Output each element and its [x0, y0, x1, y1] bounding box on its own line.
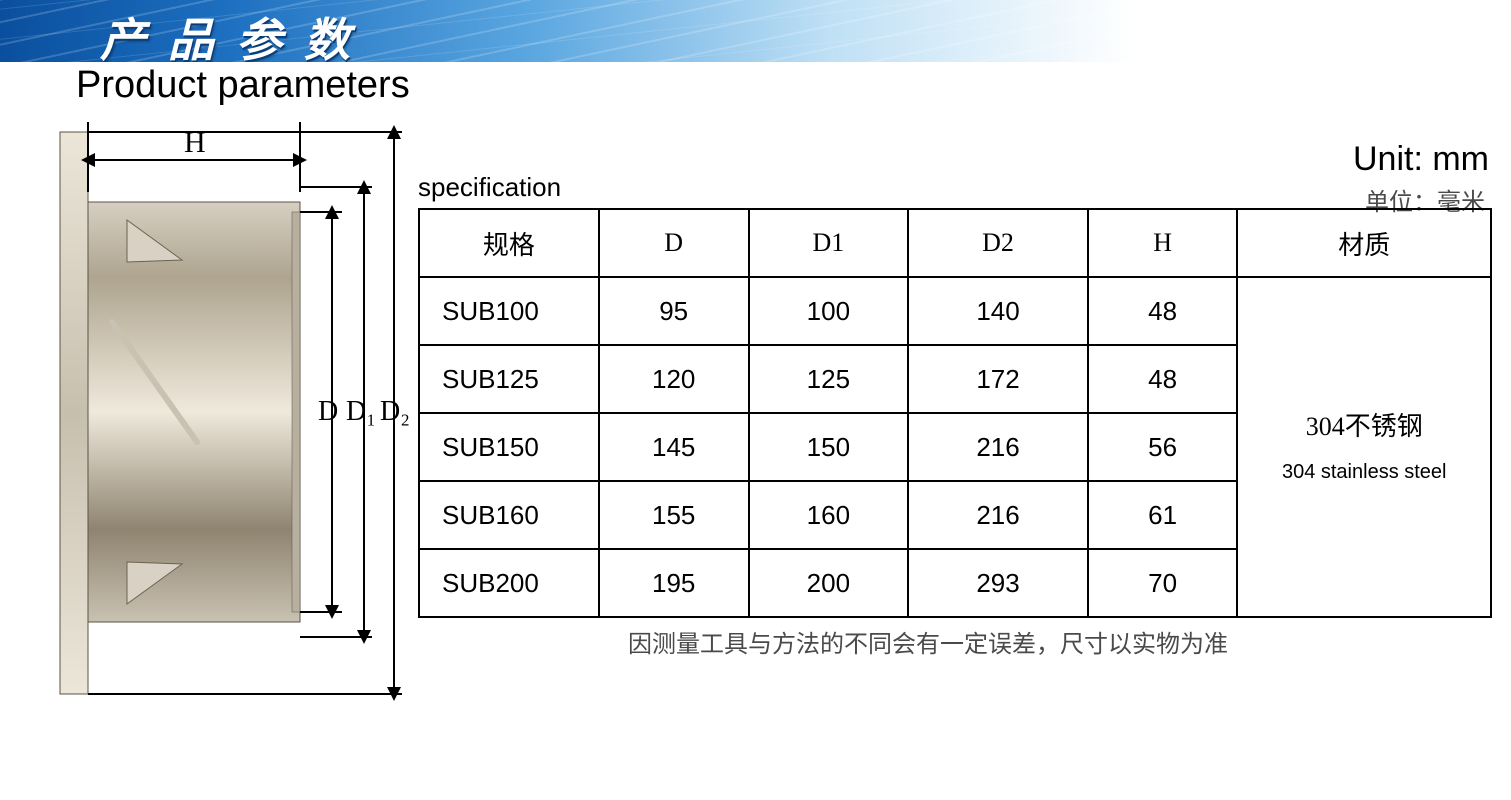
diagram-label-D: D: [318, 396, 338, 427]
cell-D: 120: [599, 345, 749, 413]
cell-D2: 216: [908, 481, 1088, 549]
diagram-label-D2: D₂: [380, 396, 410, 427]
cell-H: 48: [1088, 345, 1238, 413]
product-diagram: H D D₁ D₂: [32, 112, 412, 752]
cell-spec: SUB100: [419, 277, 599, 345]
material-cn: 304不锈钢: [1306, 412, 1423, 441]
cell-H: 48: [1088, 277, 1238, 345]
cell-spec: SUB125: [419, 345, 599, 413]
col-header-D2: D2: [908, 209, 1088, 277]
cell-H: 61: [1088, 481, 1238, 549]
measurement-footnote: 因测量工具与方法的不同会有一定误差，尺寸以实物为准: [628, 624, 1228, 659]
diagram-label-D1: D₁: [346, 396, 376, 427]
cell-D: 95: [599, 277, 749, 345]
cell-H: 70: [1088, 549, 1238, 617]
cell-spec: SUB150: [419, 413, 599, 481]
cell-D1: 125: [749, 345, 909, 413]
cell-D2: 216: [908, 413, 1088, 481]
cell-spec: SUB160: [419, 481, 599, 549]
cell-D1: 160: [749, 481, 909, 549]
col-header-D: D: [599, 209, 749, 277]
parameters-table: 规格 D D1 D2 H 材质 SUB100 95 100 140 48 304…: [418, 208, 1492, 618]
cell-D: 195: [599, 549, 749, 617]
banner: 产品参数: [0, 0, 1511, 62]
col-header-D1: D1: [749, 209, 909, 277]
table-header-row: 规格 D D1 D2 H 材质: [419, 209, 1491, 277]
col-header-material: 材质: [1237, 209, 1491, 277]
cell-D: 145: [599, 413, 749, 481]
diagram-label-H: H: [184, 126, 206, 159]
cell-D2: 140: [908, 277, 1088, 345]
col-header-spec: 规格: [419, 209, 599, 277]
cell-D2: 172: [908, 345, 1088, 413]
cell-D2: 293: [908, 549, 1088, 617]
banner-title-cn: 产品参数: [100, 4, 372, 62]
cell-D: 155: [599, 481, 749, 549]
specification-label: specification: [418, 172, 561, 203]
table-row: SUB100 95 100 140 48 304不锈钢 304 stainles…: [419, 277, 1491, 345]
cell-D1: 200: [749, 549, 909, 617]
col-header-H: H: [1088, 209, 1238, 277]
cell-spec: SUB200: [419, 549, 599, 617]
cell-material: 304不锈钢 304 stainless steel: [1237, 277, 1491, 617]
material-en: 304 stainless steel: [1238, 456, 1490, 488]
cell-D1: 150: [749, 413, 909, 481]
cell-D1: 100: [749, 277, 909, 345]
unit-label-en: Unit: mm: [1353, 140, 1489, 179]
cell-H: 56: [1088, 413, 1238, 481]
banner-subtitle-en: Product parameters: [76, 64, 410, 107]
